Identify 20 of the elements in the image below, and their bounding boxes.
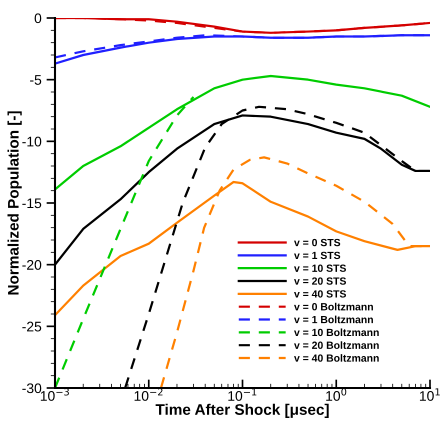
- y-tick-label: -5: [30, 75, 42, 85]
- y-tick-label: -25: [22, 322, 42, 332]
- y-tick-label: 0: [34, 13, 42, 24]
- legend-label: v = 0 STS: [294, 238, 340, 246]
- y-tick-label: -30: [22, 383, 42, 394]
- x-axis-title: Time After Shock [μsec]: [156, 404, 329, 418]
- y-tick-label: -10: [22, 136, 42, 147]
- legend-label: v = 1 Boltzmann: [294, 316, 373, 324]
- y-tick-label: -15: [22, 198, 42, 208]
- legend-label: v = 40 STS: [294, 290, 346, 298]
- legend-label: v = 20 Boltzmann: [294, 341, 379, 349]
- x-tick-label: 10$^{1}$: [420, 388, 440, 401]
- y-axis-title: Normalized Population [-]: [7, 111, 22, 294]
- legend-label: v = 20 STS: [294, 277, 346, 285]
- legend-label: v = 1 STS: [294, 252, 340, 260]
- y-tick-label: -20: [22, 260, 42, 270]
- legend-label: v = 10 STS: [294, 264, 346, 272]
- legend-label: v = 0 Boltzmann: [294, 302, 373, 310]
- legend-label: v = 40 Boltzmann: [294, 354, 379, 362]
- legend-label: v = 10 Boltzmann: [294, 328, 379, 336]
